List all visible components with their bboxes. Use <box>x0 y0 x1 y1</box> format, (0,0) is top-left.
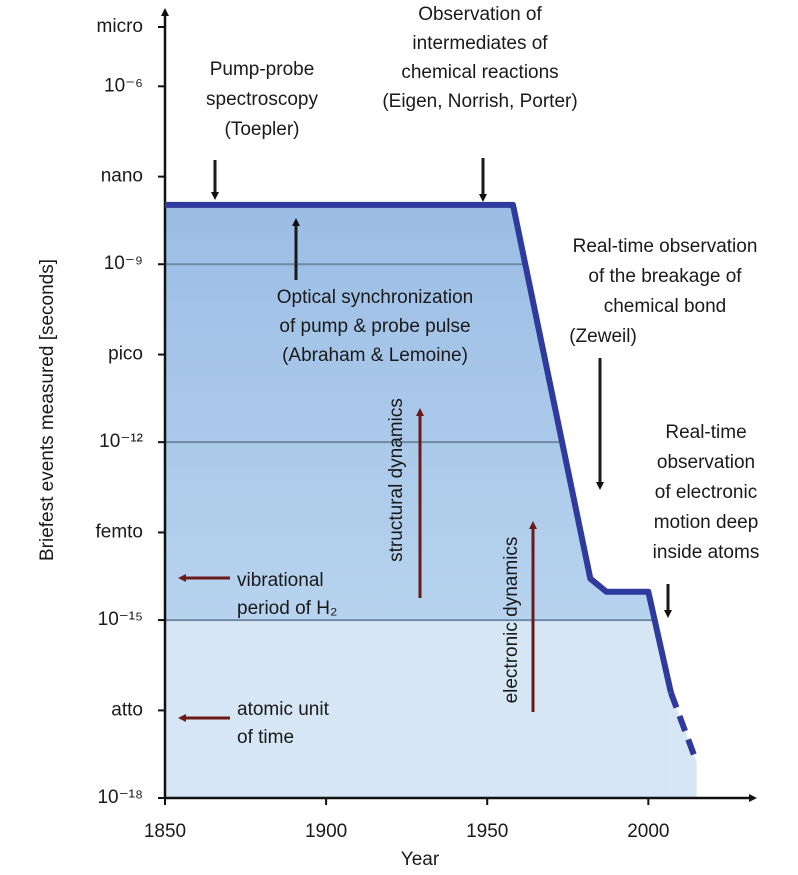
data-line <box>668 691 700 764</box>
annotation: spectroscopy <box>206 89 318 110</box>
annotation: electronic dynamics <box>501 537 522 704</box>
annotation: Real-time <box>665 422 746 443</box>
annotation: atomic unit <box>237 699 330 720</box>
y-tick-label: 10⁻¹² <box>99 431 143 452</box>
y-axis-label: Briefest events measured [seconds] <box>37 259 58 561</box>
x-tick-label: 1900 <box>305 821 347 842</box>
annotation: (Zeweil) <box>569 326 637 347</box>
annotation: inside atoms <box>653 542 760 563</box>
annotation: motion deep <box>654 512 759 533</box>
annotation: (Eigen, Norrish, Porter) <box>382 91 577 112</box>
annotation: Observation of <box>418 4 542 25</box>
y-tick-label: 10⁻⁶ <box>104 75 143 96</box>
data-line <box>165 201 674 694</box>
annotation: intermediates of <box>412 33 548 54</box>
y-tick-label: 10⁻⁹ <box>104 253 143 274</box>
x-tick-label: 1950 <box>466 821 508 842</box>
x-tick-label: 1850 <box>144 821 186 842</box>
annotation: Optical synchronization <box>277 287 473 308</box>
annotation: vibrational <box>237 570 324 591</box>
annotation: chemical bond <box>604 296 727 317</box>
x-axis-label: Year <box>401 849 440 870</box>
annotation: of pump & probe pulse <box>279 316 470 337</box>
y-tick-label: 10⁻¹⁸ <box>97 787 143 808</box>
annotation: of electronic <box>655 482 757 503</box>
area-fill <box>670 692 697 798</box>
annotation: observation <box>657 452 755 473</box>
annotation: of time <box>237 727 294 748</box>
annotation: (Abraham & Lemoine) <box>282 345 468 366</box>
annotation: chemical reactions <box>401 62 558 83</box>
annotation: Real-time observation <box>573 236 758 257</box>
x-tick-label: 2000 <box>627 821 669 842</box>
y-tick-label: micro <box>97 16 143 37</box>
y-tick-label: nano <box>101 166 143 187</box>
y-tick-label: femto <box>95 521 143 542</box>
annotation: Pump-probe <box>210 59 315 80</box>
annotation: structural dynamics <box>386 398 407 562</box>
y-tick-label: 10⁻¹⁵ <box>98 609 143 630</box>
annotation: period of H₂ <box>237 598 337 619</box>
annotation: (Toepler) <box>225 119 300 140</box>
annotation: of the breakage of <box>588 266 742 287</box>
y-tick-label: pico <box>108 344 143 365</box>
y-tick-label: atto <box>111 699 143 720</box>
